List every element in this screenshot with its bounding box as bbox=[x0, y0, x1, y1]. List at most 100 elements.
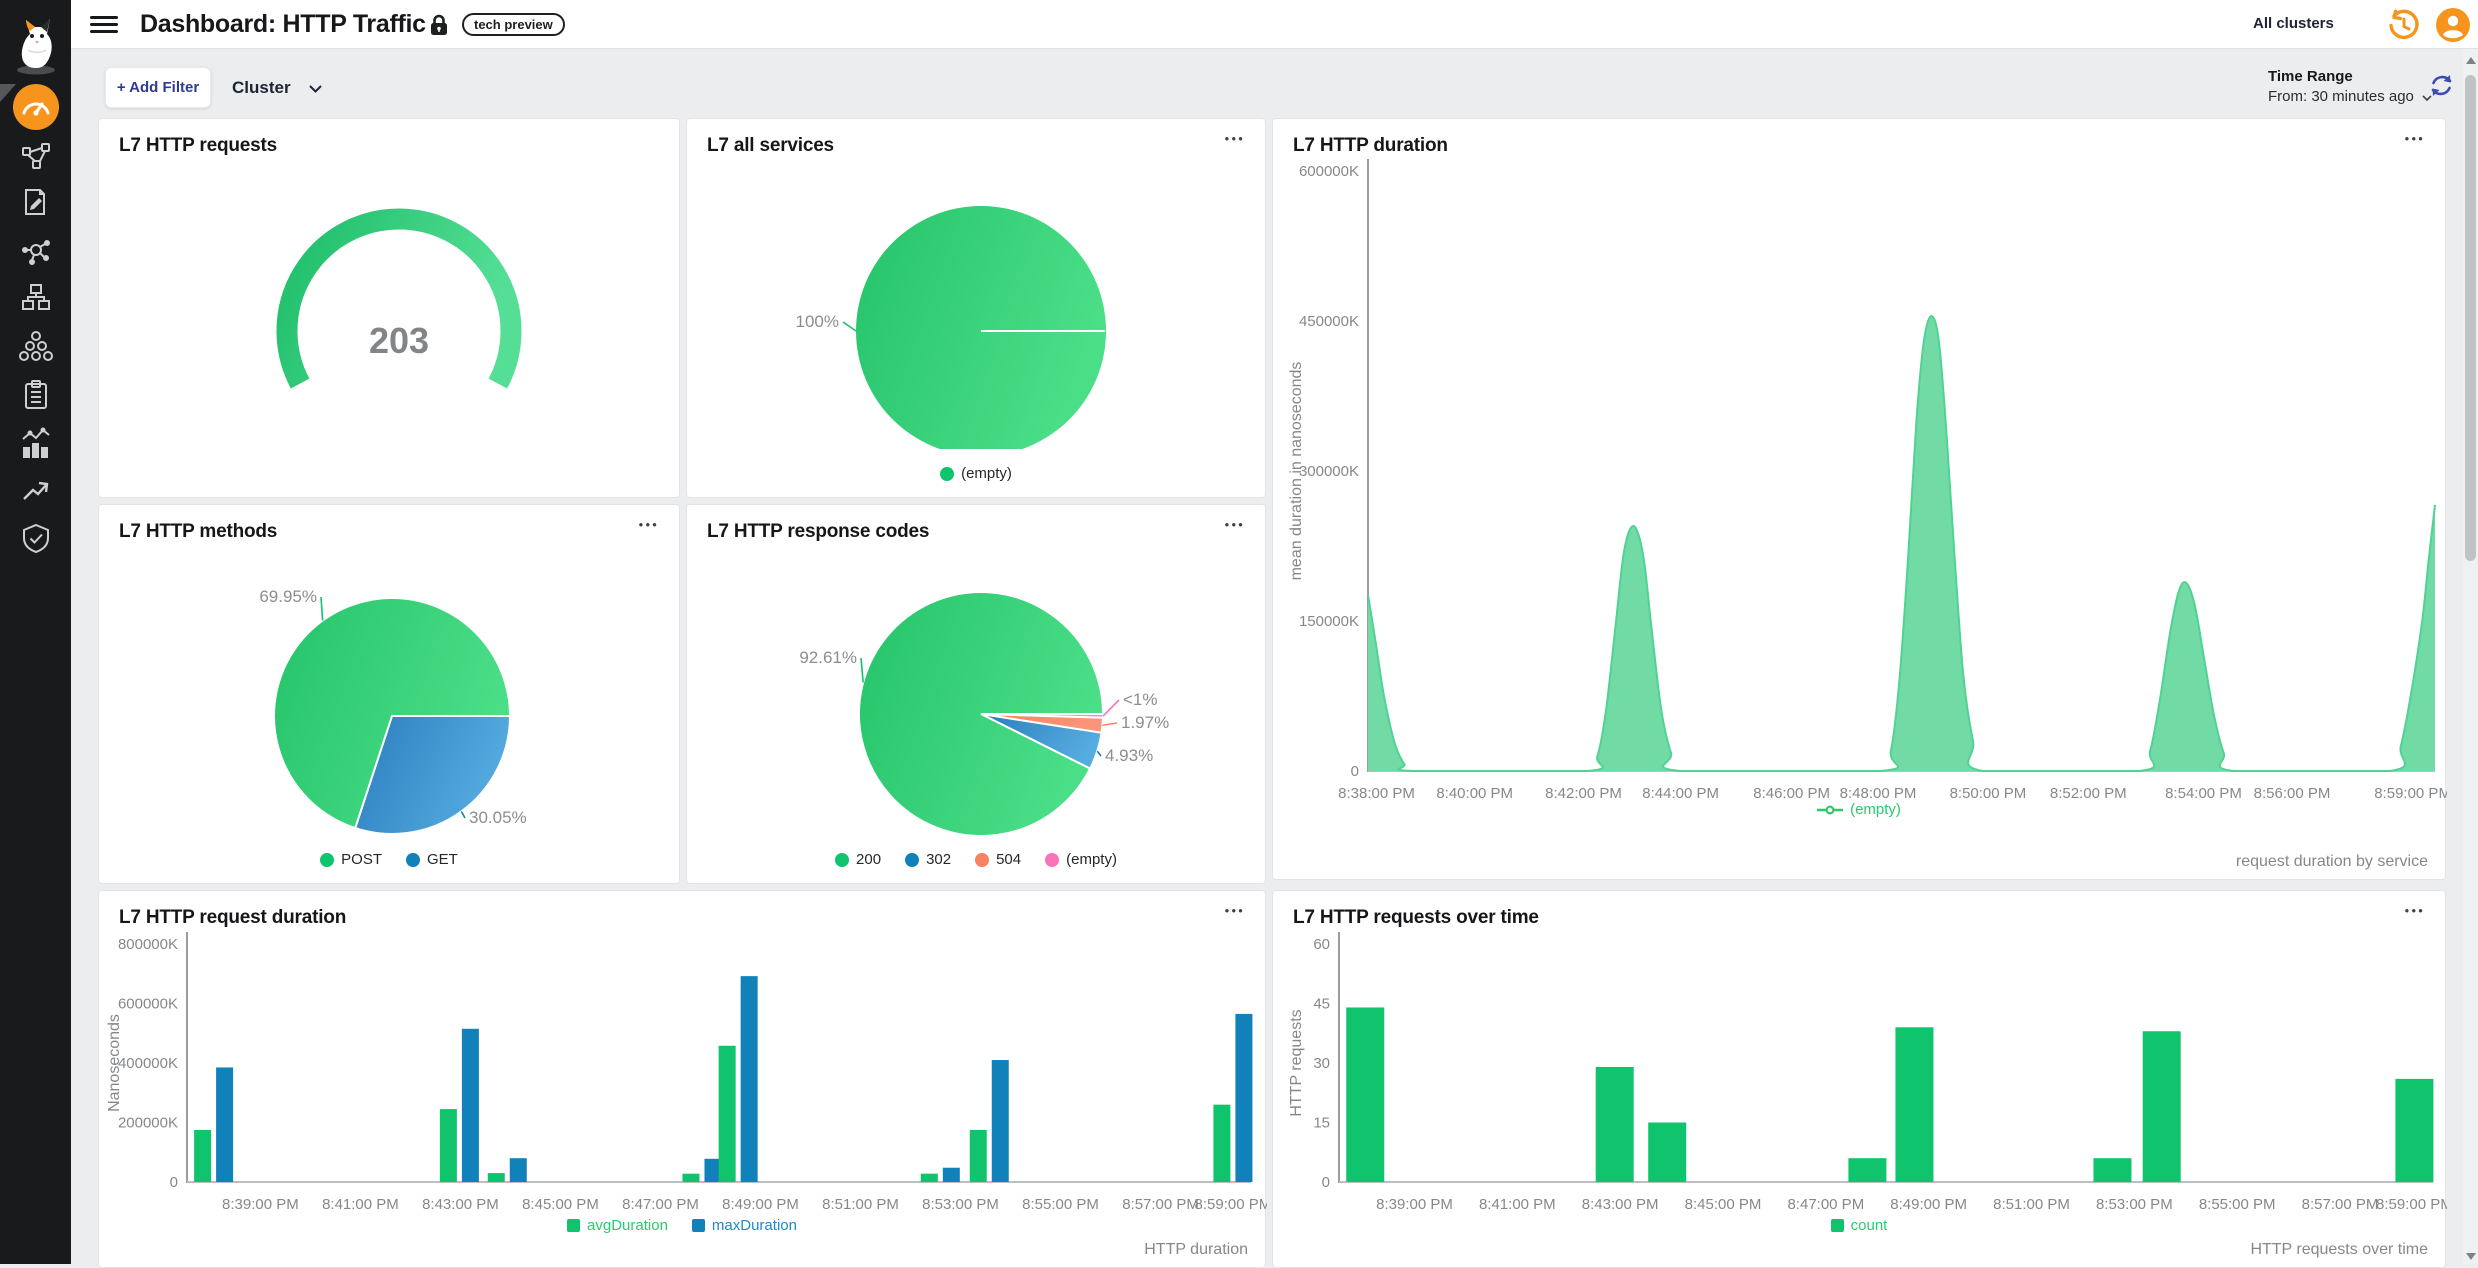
lock-icon bbox=[431, 14, 447, 35]
panel-menu-icon[interactable]: ●●● bbox=[2404, 134, 2425, 143]
pie-chart[interactable]: 92.61% 4.93% 1.97% <1% bbox=[687, 505, 1267, 837]
svg-text:8:57:00 PM: 8:57:00 PM bbox=[1122, 1196, 1199, 1213]
legend-item--empty-[interactable]: (empty) bbox=[1045, 851, 1117, 868]
sidebar-item-service-graph[interactable] bbox=[0, 140, 71, 172]
svg-text:800000K: 800000K bbox=[118, 936, 178, 953]
legend-label: avgDuration bbox=[587, 1217, 668, 1234]
panel-l7-http-methods: L7 HTTP methods ●●● 69.95% 30.05% POST GET bbox=[98, 504, 680, 884]
tech-preview-badge: tech preview bbox=[462, 13, 565, 36]
chart-legend: 200 302 504 (empty) bbox=[687, 851, 1265, 868]
chart-legend: avgDuration maxDuration bbox=[99, 1217, 1265, 1234]
group-by-label: Cluster bbox=[232, 78, 291, 97]
svg-text:8:49:00 PM: 8:49:00 PM bbox=[722, 1196, 799, 1213]
calico-logo[interactable] bbox=[0, 6, 71, 76]
sidebar-item-compliance-reports[interactable] bbox=[0, 378, 71, 410]
sidebar-item-activity[interactable] bbox=[0, 426, 71, 460]
pie-chart[interactable]: 69.95% 30.05% bbox=[99, 505, 681, 835]
square-marker bbox=[691, 1219, 705, 1232]
svg-text:92.61%: 92.61% bbox=[799, 648, 857, 667]
gauge-chart[interactable]: 203 bbox=[99, 119, 681, 499]
panel-menu-icon[interactable]: ●●● bbox=[638, 520, 659, 529]
svg-text:8:52:00 PM: 8:52:00 PM bbox=[2050, 785, 2127, 802]
scroll-down-arrow[interactable] bbox=[2466, 1253, 2476, 1260]
menu-icon[interactable] bbox=[90, 16, 118, 33]
legend-item--empty-[interactable]: (empty) bbox=[940, 465, 1012, 482]
legend-label: GET bbox=[427, 851, 458, 868]
svg-text:8:41:00 PM: 8:41:00 PM bbox=[1479, 1196, 1556, 1213]
legend-label: (empty) bbox=[1850, 801, 1901, 818]
scrollbar-thumb[interactable] bbox=[2465, 75, 2476, 561]
svg-text:8:48:00 PM: 8:48:00 PM bbox=[1840, 785, 1917, 802]
sidebar-item-dashboards[interactable] bbox=[0, 84, 71, 130]
legend-item-post[interactable]: POST bbox=[320, 851, 382, 868]
user-avatar-icon[interactable] bbox=[2435, 7, 2471, 43]
sidebar-item-timeline[interactable] bbox=[0, 475, 71, 507]
legend-item--empty-[interactable]: (empty) bbox=[1817, 801, 1901, 818]
bar-chart[interactable]: 0 200000K 400000K 600000K 800000K 8:39:00 PM 8… bbox=[99, 891, 1271, 1213]
svg-text:Nanoseconds: Nanoseconds bbox=[106, 1014, 123, 1112]
bar-chart[interactable]: 0 15 30 45 60 8:39:00 PM 8:41:00 PM 8:43:00 PM 8… bbox=[1273, 891, 2453, 1213]
svg-text:8:47:00 PM: 8:47:00 PM bbox=[622, 1196, 699, 1213]
legend-label: count bbox=[1850, 1217, 1888, 1234]
svg-text:8:44:00 PM: 8:44:00 PM bbox=[1642, 785, 1719, 802]
cluster-selector[interactable]: All clusters bbox=[2253, 15, 2334, 32]
panel-l7-http-response-codes: L7 HTTP response codes ●●● 92.61% 4.93% 1.… bbox=[686, 504, 1266, 884]
svg-text:8:51:00 PM: 8:51:00 PM bbox=[822, 1196, 899, 1213]
sidebar-item-network-sets[interactable] bbox=[0, 281, 71, 313]
svg-text:1.97%: 1.97% bbox=[1121, 713, 1169, 732]
svg-text:8:53:00 PM: 8:53:00 PM bbox=[922, 1196, 999, 1213]
svg-text:<1%: <1% bbox=[1123, 690, 1158, 709]
svg-text:450000K: 450000K bbox=[1299, 313, 1359, 330]
legend-label: (empty) bbox=[961, 465, 1012, 482]
panel-l7-http-requests: L7 HTTP requests 203 bbox=[98, 118, 680, 498]
legend-item-count[interactable]: count bbox=[1830, 1217, 1888, 1234]
panel-title: L7 all services bbox=[707, 135, 834, 156]
legend-item-302[interactable]: 302 bbox=[905, 851, 951, 868]
circle-marker bbox=[975, 852, 990, 867]
svg-text:100%: 100% bbox=[796, 312, 839, 331]
legend-label: 200 bbox=[856, 851, 882, 868]
scroll-up-arrow[interactable] bbox=[2466, 57, 2476, 64]
history-icon[interactable] bbox=[2386, 8, 2421, 43]
vertical-scrollbar[interactable] bbox=[2463, 49, 2478, 1264]
svg-text:8:45:00 PM: 8:45:00 PM bbox=[522, 1196, 599, 1213]
legend-item-200[interactable]: 200 bbox=[835, 851, 881, 868]
add-filter-button[interactable]: + Add Filter bbox=[105, 67, 211, 108]
sidebar-item-policies[interactable] bbox=[0, 186, 71, 218]
panel-menu-icon[interactable]: ●●● bbox=[1224, 906, 1245, 915]
svg-text:8:56:00 PM: 8:56:00 PM bbox=[2254, 785, 2331, 802]
sidebar-item-clusters[interactable] bbox=[0, 329, 71, 363]
time-range-value[interactable]: From: 30 minutes ago bbox=[2268, 88, 2432, 105]
sidebar bbox=[0, 0, 71, 1264]
sidebar-item-endpoints[interactable] bbox=[0, 234, 71, 266]
svg-text:8:54:00 PM: 8:54:00 PM bbox=[2165, 785, 2242, 802]
refresh-icon[interactable] bbox=[2428, 72, 2455, 99]
svg-text:8:39:00 PM: 8:39:00 PM bbox=[1376, 1196, 1453, 1213]
pie-chart[interactable]: 100% bbox=[687, 119, 1267, 456]
svg-text:8:43:00 PM: 8:43:00 PM bbox=[1582, 1196, 1659, 1213]
legend-label: (empty) bbox=[1066, 851, 1117, 868]
square-marker bbox=[567, 1219, 581, 1232]
legend-item-get[interactable]: GET bbox=[406, 851, 458, 868]
svg-text:mean duration in nanoseconds: mean duration in nanoseconds bbox=[1288, 362, 1305, 581]
legend-label: maxDuration bbox=[711, 1217, 797, 1234]
panel-menu-icon[interactable]: ●●● bbox=[1224, 134, 1245, 143]
legend-item-maxduration[interactable]: maxDuration bbox=[691, 1217, 797, 1234]
legend-item-504[interactable]: 504 bbox=[975, 851, 1021, 868]
svg-text:30.05%: 30.05% bbox=[469, 808, 527, 827]
sidebar-item-threat-defense[interactable] bbox=[0, 522, 71, 554]
area-chart[interactable]: 0 150000K 300000K 450000K 600000K 8:38:00 PM 8… bbox=[1273, 119, 2451, 809]
panel-l7-http-request-duration: L7 HTTP request duration ●●● 0 200000K 400… bbox=[98, 890, 1271, 1268]
legend-item-avgduration[interactable]: avgDuration bbox=[567, 1217, 668, 1234]
panel-menu-icon[interactable]: ●●● bbox=[2404, 906, 2425, 915]
svg-text:0: 0 bbox=[170, 1174, 178, 1191]
circle-marker bbox=[320, 852, 335, 867]
svg-text:8:46:00 PM: 8:46:00 PM bbox=[1753, 785, 1830, 802]
group-by-cluster-dropdown[interactable]: Cluster bbox=[232, 78, 323, 98]
circle-marker bbox=[905, 852, 920, 867]
chart-caption: HTTP requests over time bbox=[2250, 1241, 2428, 1258]
svg-text:8:45:00 PM: 8:45:00 PM bbox=[1685, 1196, 1762, 1213]
panel-menu-icon[interactable]: ●●● bbox=[1224, 520, 1245, 529]
panel-title: L7 HTTP methods bbox=[119, 521, 278, 542]
svg-text:8:59:00 PM: 8:59:00 PM bbox=[2374, 785, 2447, 802]
